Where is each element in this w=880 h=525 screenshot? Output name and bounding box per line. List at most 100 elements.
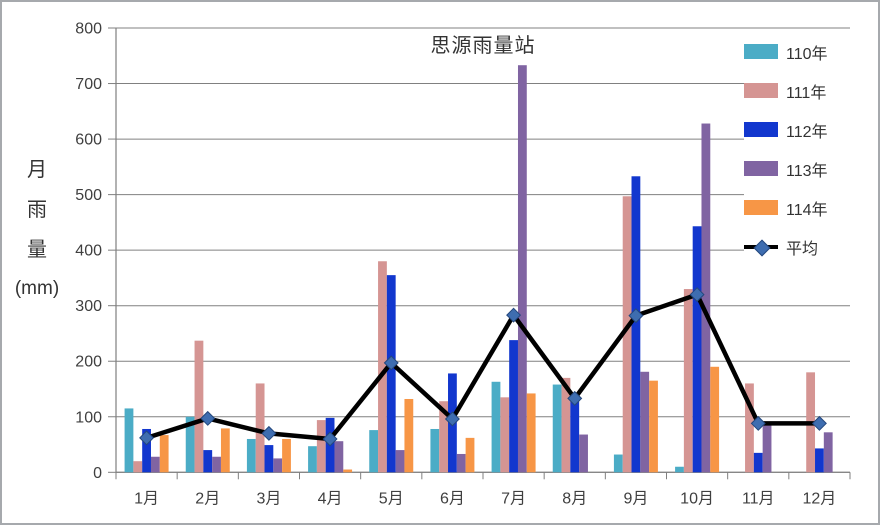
legend-item: 110年: [744, 32, 870, 71]
legend-item: 111年: [744, 71, 870, 110]
y-tick-label: 400: [75, 243, 102, 260]
bar-114年: [159, 435, 169, 473]
x-tick-label: 1月: [134, 490, 159, 507]
average-marker: [506, 307, 522, 323]
y-tick-label: 800: [75, 21, 102, 38]
average-marker: [444, 411, 460, 427]
bar-113年: [517, 65, 527, 473]
bar-112年: [692, 226, 702, 473]
y-axis-label-line: 月: [27, 159, 47, 181]
bar-113年: [762, 425, 772, 473]
bar-110年: [430, 428, 440, 473]
bar-112年: [570, 398, 580, 473]
x-tick-label: 4月: [318, 490, 343, 507]
bar-113年: [701, 123, 711, 473]
bar-112年: [815, 448, 824, 473]
bar-110年: [491, 381, 501, 473]
y-tick-label: 100: [75, 409, 102, 426]
average-marker: [811, 415, 827, 431]
bar-110年: [308, 446, 317, 473]
bar-113年: [150, 456, 160, 473]
bar-112年: [264, 445, 274, 473]
legend-color-swatch: [744, 122, 778, 137]
x-tick-label: 8月: [562, 490, 587, 507]
bar-110年: [246, 438, 256, 473]
bar-113年: [640, 371, 650, 473]
bar-113年: [334, 441, 344, 473]
x-tick-label: 12月: [803, 490, 837, 507]
average-marker: [322, 431, 338, 447]
bar-111年: [745, 383, 754, 473]
bar-112年: [142, 428, 151, 473]
y-axis-label-line: 雨: [27, 199, 47, 221]
y-tick-label: 600: [75, 132, 102, 149]
legend-label: 113年: [786, 162, 828, 180]
bar-112年: [203, 450, 213, 473]
legend-label: 111年: [786, 84, 827, 102]
bar-113年: [395, 450, 405, 473]
average-marker: [383, 355, 399, 371]
bar-114年: [526, 393, 536, 473]
legend-color-swatch: [744, 44, 778, 59]
y-tick-label: 700: [75, 76, 102, 93]
average-marker: [261, 425, 277, 441]
bar-110年: [124, 408, 134, 473]
average-marker: [139, 430, 155, 446]
x-tick-label: 3月: [256, 490, 281, 507]
bar-113年: [823, 432, 833, 473]
bar-110年: [675, 466, 684, 473]
average-marker: [567, 390, 583, 406]
bar-112年: [509, 340, 518, 473]
bar-111年: [378, 261, 387, 473]
legend-item: 113年: [744, 149, 870, 188]
bar-111年: [561, 377, 571, 473]
bar-114年: [220, 428, 230, 473]
bar-114年: [710, 366, 720, 473]
bar-114年: [649, 380, 658, 473]
bar-113年: [212, 456, 221, 473]
bar-112年: [753, 452, 763, 473]
chart-title: 思源雨量站: [430, 35, 536, 57]
average-marker: [200, 410, 216, 426]
x-tick-label: 11月: [742, 490, 775, 507]
bar-114年: [404, 398, 414, 473]
bar-113年: [273, 458, 283, 473]
bar-114年: [465, 437, 475, 473]
legend-label: 110年: [786, 45, 828, 63]
legend-label: 平均: [786, 240, 819, 258]
x-tick-label: 10月: [680, 490, 714, 507]
legend-color-swatch: [744, 161, 778, 176]
bar-113年: [456, 453, 466, 473]
legend-item: 112年: [744, 110, 870, 149]
bar-113年: [579, 434, 588, 473]
y-tick-label: 0: [93, 465, 102, 482]
bar-112年: [386, 275, 396, 473]
y-axis-unit: (mm): [14, 278, 60, 299]
bar-114年: [282, 438, 291, 473]
legend-color-swatch: [744, 200, 778, 215]
average-line: [144, 292, 822, 442]
legend-diamond-icon: [753, 239, 771, 257]
average-marker: [628, 308, 644, 324]
bar-111年: [622, 196, 632, 473]
bar-110年: [185, 416, 195, 473]
bar-110年: [552, 384, 562, 473]
chart-legend: 110年 111年 112年 113年 114年平均: [744, 32, 870, 266]
legend-item: 平均: [744, 227, 870, 266]
bar-112年: [631, 176, 641, 473]
x-tick-label: 7月: [501, 490, 526, 507]
x-tick-label: 6月: [440, 490, 465, 507]
bar-111年: [255, 383, 265, 473]
y-axis-label-line: 量: [27, 239, 47, 261]
x-tick-label: 5月: [379, 490, 404, 507]
y-tick-label: 300: [75, 298, 102, 315]
bar-110年: [369, 430, 379, 473]
bar-110年: [613, 454, 623, 473]
y-tick-label: 500: [75, 187, 102, 204]
legend-item: 114年: [744, 188, 870, 227]
legend-label: 112年: [786, 123, 828, 141]
bar-111年: [194, 340, 204, 473]
bar-111年: [683, 289, 693, 473]
